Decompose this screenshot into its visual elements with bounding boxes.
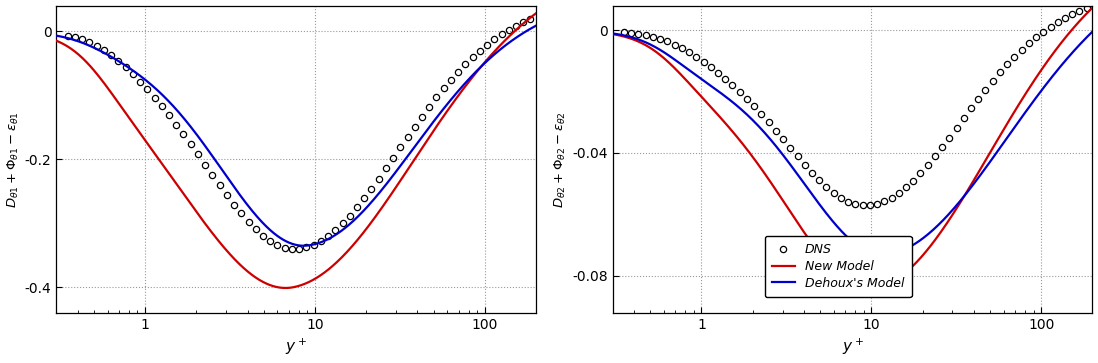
New Model [1077,15,1090,19]
DNS [726,83,739,87]
Legend: DNS, New Model, Dehoux's Model: DNS, New Model, Dehoux's Model [764,236,911,297]
DNS [754,112,768,117]
DNS [856,203,870,208]
New Model [832,273,845,277]
DNS [617,30,630,34]
DNS [813,178,826,182]
Line: New Model: New Model [607,6,1095,289]
X-axis label: $y^+$: $y^+$ [285,337,307,358]
New Model [1088,4,1098,8]
New Model [863,287,876,291]
New Model [1001,121,1015,125]
DNS [1066,12,1079,16]
Line: DNS: DNS [620,5,1090,209]
Dehoux's Model [877,253,890,257]
Dehoux's Model [832,226,845,231]
New Model [892,276,905,281]
Line: Dehoux's Model: Dehoux's Model [607,30,1095,255]
Dehoux's Model [1001,135,1015,139]
New Model [865,287,878,291]
Y-axis label: $D_{\theta 1} + \Phi_{\theta 1} - \varepsilon_{\theta 1}$: $D_{\theta 1} + \Phi_{\theta 1} - \varep… [5,111,21,208]
DNS [1022,41,1035,45]
Dehoux's Model [601,30,614,35]
Dehoux's Model [836,229,849,233]
X-axis label: $y^+$: $y^+$ [841,337,863,358]
Dehoux's Model [892,250,905,254]
Dehoux's Model [1088,28,1098,32]
Dehoux's Model [1077,38,1090,43]
New Model [836,275,849,280]
Dehoux's Model [864,251,877,255]
DNS [1080,6,1094,10]
New Model [601,31,614,36]
DNS [863,203,876,208]
Y-axis label: $D_{\theta 2} + \Phi_{\theta 2} - \varepsilon_{\theta 2}$: $D_{\theta 2} + \Phi_{\theta 2} - \varep… [553,111,568,208]
